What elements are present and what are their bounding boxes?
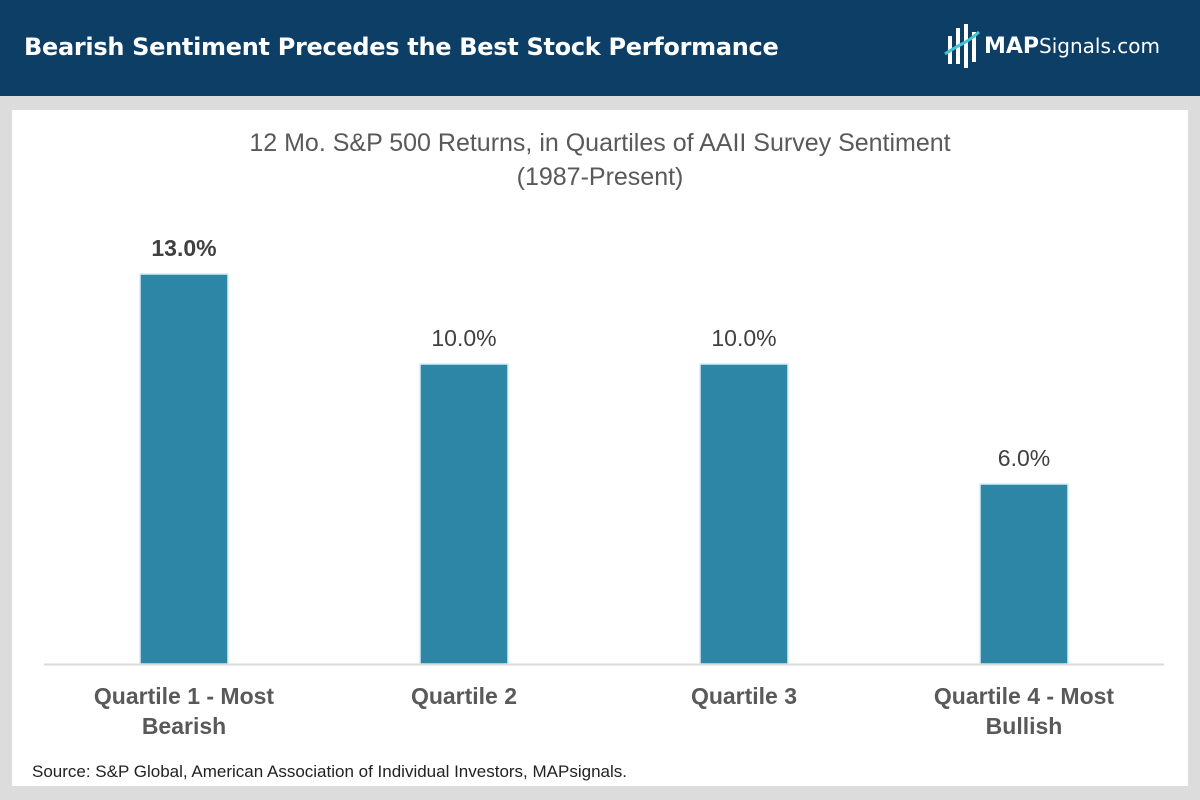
chart-title-block: 12 Mo. S&P 500 Returns, in Quartiles of …	[12, 126, 1188, 194]
category-label-3: Quartile 3	[691, 683, 797, 709]
source-note: Source: S&P Global, American Association…	[32, 762, 627, 781]
bar-1	[139, 273, 229, 665]
category-label-line: Quartile 3	[691, 683, 797, 709]
category-label-line: Quartile 4 - Most	[934, 683, 1115, 709]
page-title: Bearish Sentiment Precedes the Best Stoc…	[24, 33, 779, 61]
category-label-2: Quartile 2	[411, 683, 517, 709]
bar-3	[699, 363, 789, 665]
logo-suffix: Signals.com	[1039, 34, 1160, 58]
bar-4	[979, 483, 1069, 665]
logo-brand: MAP	[984, 34, 1040, 59]
data-label-2: 10.0%	[431, 325, 496, 351]
category-label-line: Quartile 1 - Most	[94, 683, 275, 709]
bar-2	[419, 363, 509, 665]
category-label-line: Bearish	[142, 713, 226, 739]
chart-title: 12 Mo. S&P 500 Returns, in Quartiles of …	[249, 129, 951, 157]
chart-subtitle: (1987-Present)	[516, 163, 684, 191]
data-label-1: 13.0%	[151, 235, 216, 261]
data-label-4: 6.0%	[998, 445, 1050, 471]
logo-wordmark: MAPSignals.com	[984, 34, 1160, 59]
mapsignals-logo-icon	[944, 24, 980, 68]
header-bar: Bearish Sentiment Precedes the Best Stoc…	[0, 0, 1200, 96]
brand-logo[interactable]: MAPSignals.com	[944, 22, 1184, 72]
category-label-line: Quartile 2	[411, 683, 517, 709]
category-label-1: Quartile 1 - Most Bearish	[94, 683, 275, 739]
category-label-4: Quartile 4 - Most Bullish	[934, 683, 1115, 739]
data-label-3: 10.0%	[711, 325, 776, 351]
category-label-line: Bullish	[986, 713, 1063, 739]
